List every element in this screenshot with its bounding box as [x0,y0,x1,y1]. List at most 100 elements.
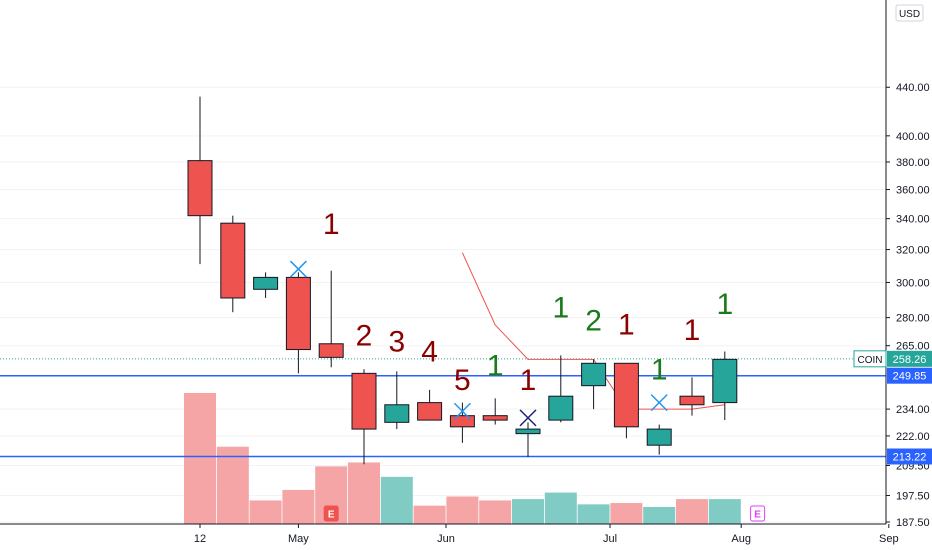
time-tick-label: Aug [731,533,751,545]
candle[interactable] [548,355,574,423]
candle-body [712,358,738,404]
candle[interactable] [187,96,213,265]
level-price-label: 213.22 [893,451,927,463]
price-tick-label: 222.00 [896,431,930,443]
candle[interactable] [646,424,672,455]
candle[interactable] [581,359,607,410]
price-tick-label: 187.50 [896,517,930,529]
cross-marker [650,394,668,412]
candle-body [351,372,377,430]
price-tick-label: 320.00 [896,245,930,257]
price-tick-label: 265.00 [896,341,930,353]
time-axis[interactable]: 12 May Jun Jul Aug Sep [0,523,899,545]
price-tick-label: 300.00 [896,277,930,289]
sequence-count: 4 [421,335,438,368]
level-price-tag [887,448,932,465]
earnings-marker[interactable]: E [750,505,766,522]
volume-bar [216,446,249,524]
candle[interactable] [318,270,344,368]
earnings-label: E [754,510,761,521]
sequence-count: 1 [684,314,701,347]
candle[interactable] [515,422,541,458]
volume-bar [413,505,446,524]
time-tick-label: 12 [194,533,206,545]
candle-body [449,415,475,428]
volume-bar [282,489,315,524]
candle-body [318,343,344,358]
candle[interactable] [449,402,475,443]
last-price-label: 258.26 [893,354,927,366]
price-tick-label: 400.00 [896,131,930,143]
volume-bar [479,500,512,524]
horizontal-levels [0,358,886,458]
candle-body [646,428,672,446]
sequence-count: 2 [585,305,602,338]
price-tick-label: 234.00 [896,404,930,416]
candle-body [482,415,508,421]
candle[interactable] [482,398,508,425]
candle[interactable] [712,351,738,421]
price-tick-label: 440.00 [896,82,930,94]
candle[interactable] [417,389,443,421]
candle-body [253,276,279,290]
candle[interactable] [679,377,705,416]
price-tick-label: 360.00 [896,185,930,197]
volume-bar [184,393,216,524]
sequence-count: 3 [388,325,405,358]
candle[interactable] [253,272,279,298]
sequence-count: 1 [618,308,635,341]
volume-bar [577,504,610,524]
time-tick-label: Jul [603,533,617,545]
last-price-tag [887,350,932,367]
volume-bar [348,462,380,524]
symbol-label: COIN [858,355,883,366]
time-tick-label: May [288,533,309,545]
candle[interactable] [351,369,377,465]
candle[interactable] [220,215,246,313]
currency-label: USD [899,9,920,20]
earnings-label: E [328,510,335,521]
candle-body [187,160,213,217]
earnings-marker[interactable]: E [323,505,339,522]
candle[interactable] [384,371,410,430]
sequence-count: 1 [716,288,733,321]
volume-bar [380,476,413,524]
volume-bar [544,492,577,524]
candle-body [220,222,246,299]
candle-body [613,362,639,428]
sequence-count: 1 [323,208,340,241]
sequence-count: 1 [520,364,537,397]
currency-button[interactable]: USD [895,4,924,22]
candle[interactable] [613,362,639,439]
sequence-count: 1 [487,349,504,382]
volume-bar [249,500,282,524]
sequence-count: 5 [454,364,471,397]
candle-body [581,362,607,387]
price-tick-label: 340.00 [896,214,930,226]
sequence-count: 2 [356,320,373,353]
price-tick-label: 197.50 [896,491,930,503]
candle-body [417,402,443,421]
candle-body [285,276,311,351]
volume-bars [184,393,741,524]
candle[interactable] [285,272,311,374]
price-axis[interactable]: 440.00 400.00 380.00 360.00 340.00 320.00 300.… [853,0,932,529]
symbol-tag [853,350,887,368]
price-tick-label: 380.00 [896,157,930,169]
candles [187,96,738,465]
time-tick-label: Jun [437,533,455,545]
cross-marker [289,260,307,278]
level-price-tag [887,367,932,384]
candle-body [679,395,705,406]
volume-bar [708,499,741,524]
level-price-label: 249.85 [893,371,927,383]
sequence-count: 1 [651,353,668,386]
cross-marker [453,402,471,420]
volume-bar [446,496,479,524]
volume-bar [676,499,708,524]
cross-marker [519,409,537,427]
volume-bar [643,506,676,524]
